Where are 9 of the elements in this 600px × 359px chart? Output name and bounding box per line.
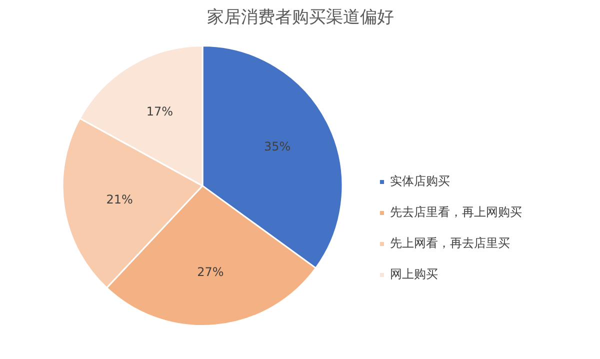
legend-label: 先上网看，再去店里买	[390, 235, 510, 252]
data-label: 27%	[197, 264, 224, 279]
data-label: 35%	[264, 140, 291, 154]
data-label: 17%	[146, 104, 174, 118]
legend-label: 先去店里看，再上网购买	[390, 204, 522, 221]
chart-title: 家居消费者购买渠道偏好	[207, 8, 394, 28]
data-label: 21%	[106, 192, 133, 206]
legend-label: 网上购买	[390, 266, 438, 283]
legend-label: 实体店购买	[390, 173, 450, 190]
